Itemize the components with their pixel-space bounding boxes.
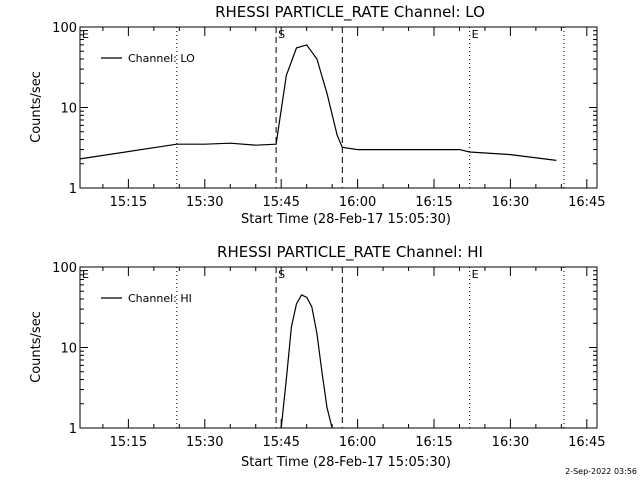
y-tick-label: 100 (52, 21, 77, 36)
y-axis-label: Counts/sec (29, 311, 44, 383)
series-line (79, 44, 557, 161)
y-tick-label: 1 (69, 182, 77, 197)
chart-title: RHESSI PARTICLE_RATE Channel: LO (215, 3, 485, 22)
y-axis-label: Counts/sec (29, 71, 44, 143)
x-tick-label: 16:00 (339, 435, 376, 450)
legend-label: Channel: HI (128, 292, 192, 305)
event-marker-label: S (278, 28, 285, 41)
plot-area: 1 10 100 15:15 15:30 15:45 16:00 16:15 16:30 16:4… (52, 261, 605, 450)
x-tick-label: 16:30 (492, 435, 529, 450)
x-tick-label: 16:00 (339, 195, 376, 210)
x-tick-label: 15:30 (186, 435, 223, 450)
chart-panel-lo: RHESSI PARTICLE_RATE Channel: LO Start T… (29, 3, 606, 227)
chart-panel-hi: RHESSI PARTICLE_RATE Channel: HI Start T… (29, 243, 606, 470)
x-tick-label: 15:45 (262, 435, 299, 450)
x-tick-label: 15:45 (262, 195, 299, 210)
series-line (280, 294, 333, 429)
x-tick-label: 15:30 (186, 195, 223, 210)
x-tick-label: 16:45 (568, 195, 605, 210)
plot-area: 1 10 100 15:15 15:30 15:45 16:00 16:15 16:30 16:4… (52, 21, 605, 210)
legend-label: Channel: LO (128, 52, 195, 65)
y-tick-label: 10 (60, 342, 77, 357)
y-tick-label: 100 (52, 261, 77, 276)
x-tick-label: 16:15 (415, 195, 452, 210)
y-tick-label: 1 (69, 422, 77, 437)
footer-timestamp: 2-Sep-2022 03:56 (565, 467, 637, 476)
event-marker-label: E (82, 28, 89, 41)
x-tick-label: 15:15 (110, 195, 147, 210)
x-axis-label: Start Time (28-Feb-17 15:05:30) (241, 212, 451, 227)
y-tick-label: 10 (60, 102, 77, 117)
x-tick-label: 15:15 (110, 435, 147, 450)
event-marker-label: E (82, 268, 89, 281)
event-marker-label: E (472, 268, 479, 281)
event-marker-label: S (278, 268, 285, 281)
x-tick-label: 16:15 (415, 435, 452, 450)
x-axis-label: Start Time (28-Feb-17 15:05:30) (241, 455, 451, 470)
x-tick-label: 16:45 (568, 435, 605, 450)
x-tick-label: 16:30 (492, 195, 529, 210)
chart-title: RHESSI PARTICLE_RATE Channel: HI (217, 243, 483, 262)
event-marker-label: E (472, 28, 479, 41)
